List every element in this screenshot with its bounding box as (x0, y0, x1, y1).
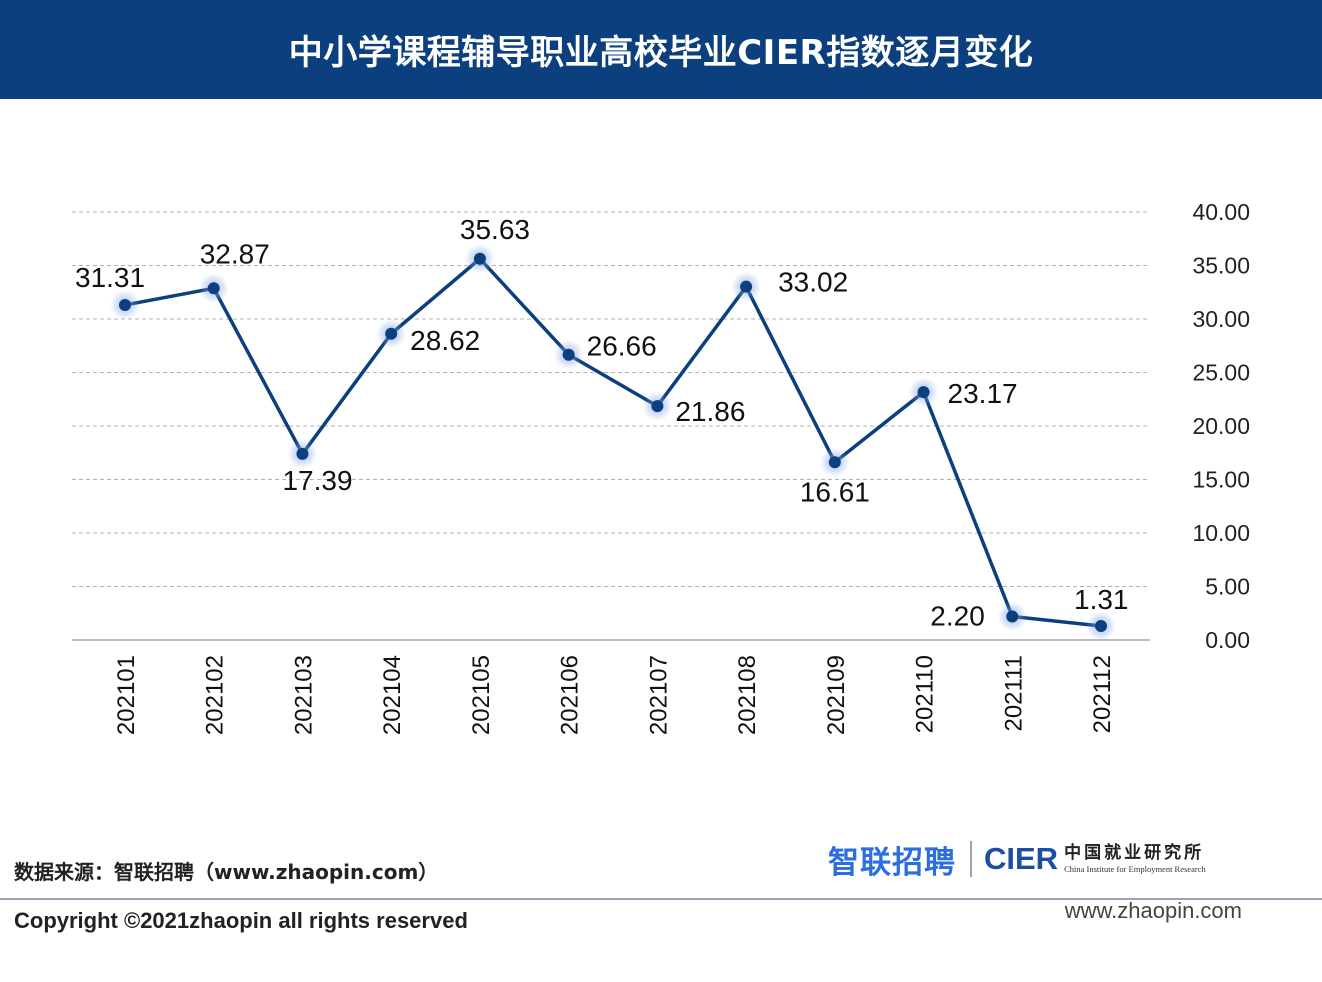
x-tick-label: 202108 (734, 655, 761, 735)
y-tick-label: 40.00 (1192, 199, 1250, 225)
data-label: 1.31 (1074, 584, 1129, 615)
y-tick-label: 20.00 (1192, 413, 1250, 439)
y-axis-ticks: 0.00 5.00 10.00 15.00 20.00 25.00 30.00 35.00 40… (1192, 199, 1250, 653)
logos: 智联招聘 CIER 中国就业研究所 China Institute for Em… (828, 838, 1206, 881)
y-tick-label: 0.00 (1205, 627, 1250, 653)
data-label: 33.02 (778, 267, 848, 298)
data-point (473, 252, 486, 265)
data-point (1006, 610, 1019, 623)
header-bar: 中小学课程辅导职业高校毕业CIER指数逐月变化 (0, 0, 1322, 99)
data-label: 23.17 (948, 378, 1018, 409)
logo-separator (970, 841, 972, 877)
website-url: www.zhaopin.com (1064, 898, 1242, 923)
x-tick-label: 202101 (113, 655, 140, 735)
data-label: 31.31 (75, 262, 145, 293)
y-tick-label: 25.00 (1192, 360, 1250, 386)
cier-logo-cn: 中国就业研究所 (1064, 842, 1205, 863)
x-tick-label: 202109 (823, 655, 850, 735)
data-point (651, 400, 664, 413)
footer-divider (0, 898, 1322, 900)
x-tick-label: 202111 (1000, 655, 1027, 732)
copyright: Copyright ©2021zhaopin all rights reserv… (14, 908, 468, 933)
data-label: 35.63 (460, 214, 530, 245)
data-point (385, 327, 398, 340)
grid-lines (72, 211, 1150, 641)
x-tick-label: 202104 (379, 655, 406, 735)
series-line (124, 257, 1102, 628)
data-point (917, 386, 930, 399)
chart-title: 中小学课程辅导职业高校毕业CIER指数逐月变化 (288, 33, 1034, 73)
data-label: 21.86 (675, 396, 745, 427)
data-point (1095, 619, 1107, 632)
x-tick-label: 202102 (202, 655, 229, 735)
x-tick-label: 202103 (290, 655, 317, 735)
y-tick-label: 15.00 (1192, 467, 1250, 493)
cier-logo-text: 中国就业研究所 China Institute for Employment R… (1064, 842, 1206, 874)
x-axis-ticks: 202101 202102 202103 202104 202105 202106 2021… (113, 655, 1116, 735)
data-label: 26.66 (587, 331, 657, 362)
data-label: 32.87 (200, 238, 270, 269)
data-label: 28.62 (410, 325, 480, 356)
cier-logo: CIER (984, 841, 1059, 876)
y-tick-label: 35.00 (1192, 253, 1250, 279)
y-tick-label: 10.00 (1192, 520, 1250, 546)
data-source: 数据来源：智联招聘（www.zhaopin.com） (14, 860, 439, 884)
data-point (119, 298, 131, 311)
data-point (740, 280, 753, 293)
series-line-path (124, 257, 1102, 628)
data-points (110, 243, 1116, 641)
x-tick-label: 202107 (645, 655, 672, 735)
y-tick-label: 5.00 (1205, 574, 1250, 600)
x-tick-label: 202105 (468, 655, 495, 735)
y-tick-label: 30.00 (1192, 306, 1250, 332)
data-point (296, 447, 309, 460)
data-point (828, 456, 841, 469)
x-tick-label: 202110 (912, 655, 939, 733)
data-label: 17.39 (282, 465, 352, 496)
data-point (562, 348, 575, 361)
line-chart: 0.00 5.00 10.00 15.00 20.00 25.00 30.00 35.00 40… (72, 199, 1250, 735)
x-tick-label: 202112 (1089, 655, 1116, 733)
zhilian-logo: 智联招聘 (828, 844, 956, 881)
data-labels: 31.31 32.87 17.39 28.62 35.63 26.66 21.86 33.02… (75, 214, 1129, 632)
cier-logo-en: China Institute for Employment Research (1064, 863, 1206, 874)
data-label: 16.61 (800, 476, 870, 507)
x-tick-label: 202106 (557, 655, 584, 735)
data-label: 2.20 (930, 600, 985, 631)
data-point (207, 282, 220, 295)
